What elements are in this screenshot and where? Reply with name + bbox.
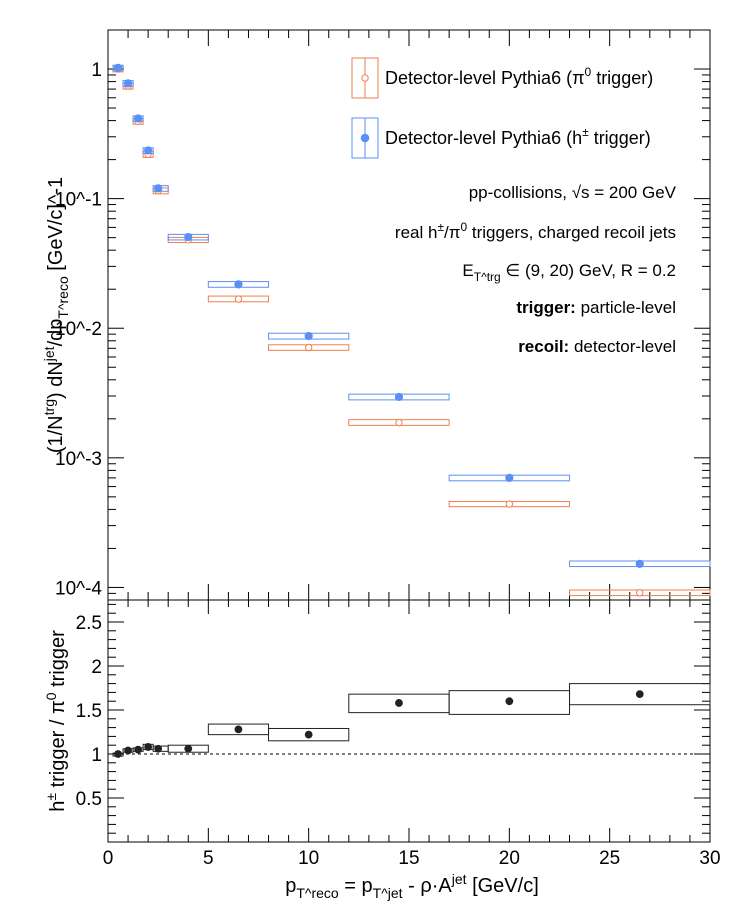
bottom-y-tick-labels: 0.5 1 1.5 2 2.5 — [76, 613, 102, 810]
top-y-tick-label: 1 — [91, 60, 102, 81]
ratio-point — [395, 699, 403, 707]
data-point — [304, 331, 313, 341]
annotations: pp-collisions, √s = 200 GeV real h±/π0 t… — [395, 183, 677, 356]
data-point — [134, 114, 143, 123]
data-point — [635, 559, 644, 568]
annotation-kinematics: ET^trg ∈ (9, 20) GeV, R = 0.2 — [462, 261, 676, 284]
spectrum-marks — [112, 63, 711, 597]
legend-entry-pi0: Detector-level Pythia6 (π0 trigger) — [351, 57, 653, 99]
legend-entry-hpm: Detector-level Pythia6 (h± trigger) — [351, 117, 651, 159]
x-tick-label: 15 — [398, 848, 419, 869]
legend-label-pi0: Detector-level Pythia6 (π0 trigger) — [385, 65, 653, 88]
bottom-y-axis-label: h± trigger / π0 trigger — [43, 630, 69, 812]
series-hpm — [112, 63, 711, 568]
ratio-point — [114, 750, 122, 758]
data-point — [395, 418, 403, 427]
top-y-tick-label: 10^-3 — [55, 449, 102, 470]
bottom-x-tick-labels: 0 5 10 15 20 25 30 — [103, 848, 721, 869]
bottom-frame — [107, 599, 711, 843]
spectrum-panel: 10^-4 10^-3 10^-2 10^-1 1 (1/Ntrg) dNjet/dpT… — [41, 29, 711, 601]
ratio-sys-box — [569, 683, 711, 706]
annotation-recoil-level: recoil: detector-level — [518, 337, 676, 356]
data-point — [184, 232, 193, 242]
bottom-y-tick-label: 0.5 — [76, 789, 102, 810]
ratio-marks — [112, 683, 711, 758]
ratio-point — [144, 743, 153, 751]
x-tick-label: 0 — [103, 848, 114, 869]
series-pi0 — [112, 65, 711, 597]
data-point — [113, 63, 123, 73]
top-axis-ticks — [107, 29, 711, 601]
ratio-point — [635, 690, 644, 699]
data-point — [234, 280, 243, 289]
bottom-y-tick-label: 2.5 — [76, 613, 102, 634]
data-point — [234, 295, 243, 303]
bottom-y-tick-label: 2 — [91, 657, 102, 678]
ratio-point — [304, 730, 313, 739]
bottom-axis-ticks — [107, 600, 711, 843]
data-point — [123, 79, 133, 88]
data-point — [505, 473, 514, 483]
top-y-axis-label: (1/Ntrg) dNjet/dpT^reco [GeV/c]^-1 — [41, 177, 71, 453]
ratio-point — [234, 725, 243, 734]
top-y-tick-label: 10^-4 — [55, 578, 102, 599]
legend-label-hpm: Detector-level Pythia6 (h± trigger) — [385, 125, 651, 148]
ratio-sys-box — [268, 727, 350, 742]
ratio-point — [505, 697, 514, 706]
ratio-point — [124, 746, 132, 755]
x-tick-label: 10 — [298, 848, 319, 869]
ratio-panel: 0.5 1 1.5 2 2.5 0 5 10 15 20 25 30 h± trigger / π0… — [43, 599, 721, 901]
data-point — [154, 184, 163, 193]
x-tick-label: 30 — [699, 848, 720, 869]
legend: Detector-level Pythia6 (π0 trigger) Dete… — [351, 57, 653, 159]
x-tick-label: 25 — [599, 848, 620, 869]
bottom-y-tick-label: 1.5 — [76, 701, 102, 722]
annotation-collision-system: pp-collisions, √s = 200 GeV — [469, 183, 677, 202]
ratio-point — [154, 744, 163, 753]
top-y-tick-label: 10^-1 — [55, 190, 102, 211]
ratio-point — [134, 745, 143, 754]
x-tick-label: 5 — [203, 848, 214, 869]
data-point — [394, 392, 404, 402]
ratio-point — [184, 744, 193, 753]
data-point — [505, 500, 514, 508]
x-axis-label: pT^reco = pT^jet - ρ·Ajet [GeV/c] — [285, 871, 539, 901]
legend-marker-pi0 — [361, 74, 369, 82]
annotation-trigger-level: trigger: particle-level — [516, 298, 676, 317]
bottom-y-tick-label: 1 — [91, 745, 102, 766]
data-point — [304, 343, 313, 352]
legend-marker-hpm — [360, 133, 370, 143]
data-point — [636, 589, 644, 597]
top-y-tick-label: 10^-2 — [55, 319, 102, 340]
x-tick-label: 20 — [499, 848, 520, 869]
data-point — [144, 146, 153, 155]
annotation-triggers: real h±/π0 triggers, charged recoil jets — [395, 220, 676, 242]
top-y-tick-labels: 10^-4 10^-3 10^-2 10^-1 1 — [55, 60, 102, 599]
